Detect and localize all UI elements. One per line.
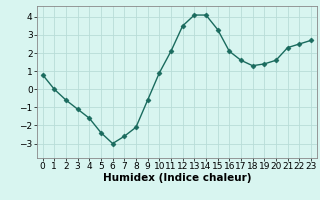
X-axis label: Humidex (Indice chaleur): Humidex (Indice chaleur) <box>102 173 251 183</box>
